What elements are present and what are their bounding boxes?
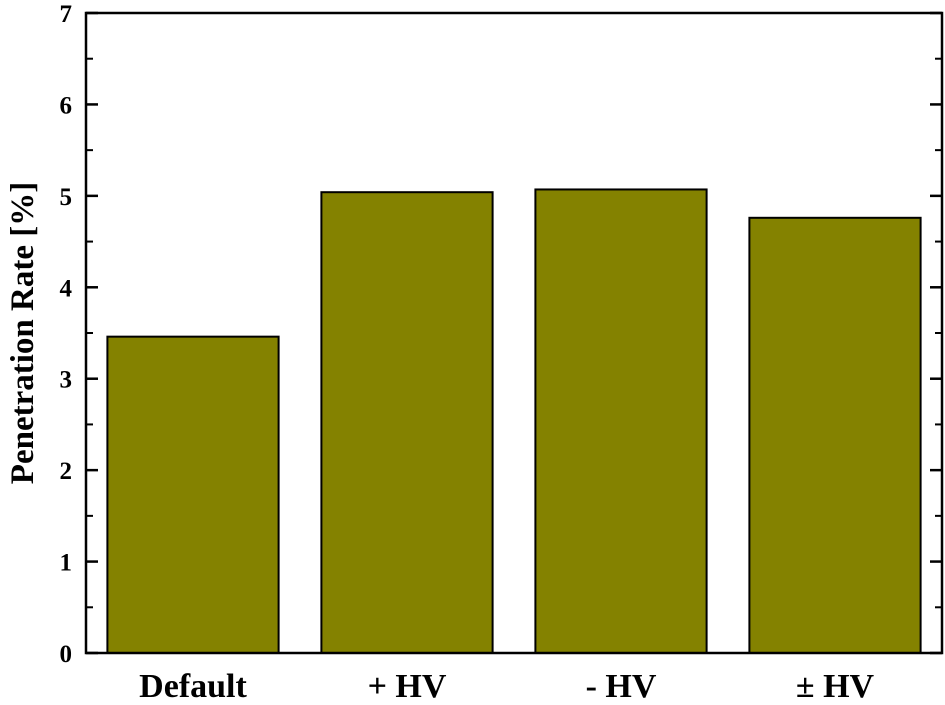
y-tick-label: 6 xyxy=(60,92,73,119)
y-axis-title: Penetration Rate [%] xyxy=(5,182,41,484)
bar xyxy=(748,216,922,655)
y-tick-label: 5 xyxy=(60,184,73,211)
y-tick-label: 3 xyxy=(60,367,73,394)
x-tick-label: ± HV xyxy=(796,668,875,705)
y-tick-label: 0 xyxy=(60,641,73,668)
bar xyxy=(534,188,708,654)
bar xyxy=(106,335,280,654)
x-tick-label: + HV xyxy=(368,668,447,705)
y-tick-label: 2 xyxy=(60,458,73,485)
x-tick-label: - HV xyxy=(586,668,657,705)
y-tick-label: 4 xyxy=(60,275,73,302)
y-tick-label: 7 xyxy=(60,1,73,28)
x-tick-label: Default xyxy=(139,668,247,705)
y-tick-label: 1 xyxy=(60,550,73,577)
bar xyxy=(320,191,494,654)
